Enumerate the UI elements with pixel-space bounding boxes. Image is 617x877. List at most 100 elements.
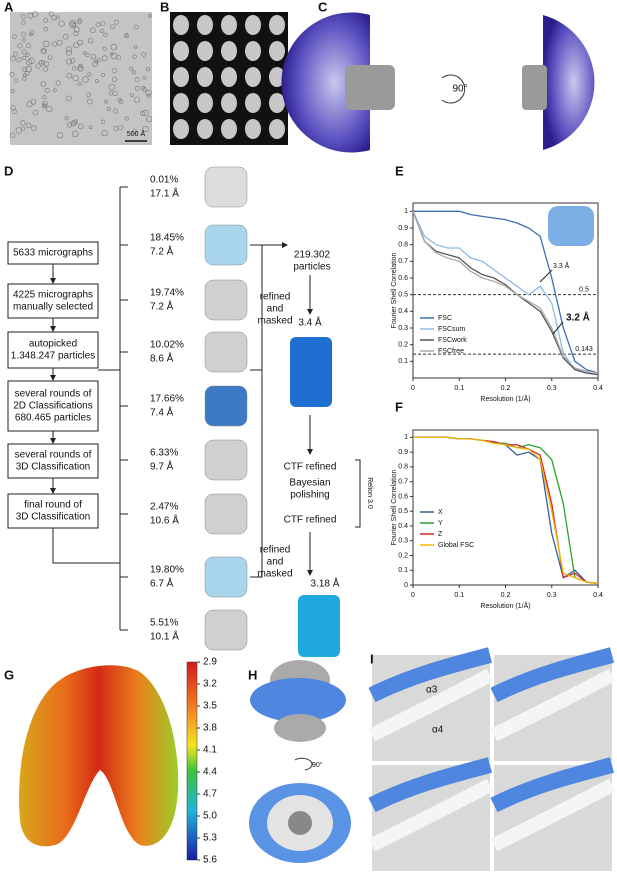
x-tick-label: 0.2: [501, 592, 511, 599]
y-tick-label: 0.6: [398, 493, 408, 500]
class-percent: 0.01%: [150, 175, 178, 186]
y-tick-label: 0.9: [398, 449, 408, 456]
legend-label: FSCwork: [438, 337, 467, 344]
particle: [41, 49, 46, 54]
y-tick-label: 0.4: [398, 308, 408, 315]
colorbar-label: 5.3: [203, 833, 217, 844]
step-text: several rounds of: [15, 450, 92, 461]
particle: [145, 89, 152, 96]
helix: [490, 757, 615, 813]
particle: [73, 26, 80, 33]
x-axis-title: Resolution (1/Å): [480, 601, 530, 610]
particle: [42, 100, 48, 107]
step-text: 4225 micrographs: [13, 290, 93, 301]
class-average: [245, 67, 261, 87]
particle: [69, 20, 77, 27]
legend-label: FSCsum: [438, 326, 465, 333]
y-tick-label: 0.4: [398, 523, 408, 530]
class-map: [204, 609, 248, 651]
arrow-head: [50, 278, 56, 284]
class-resolution: 7.2 Å: [150, 300, 174, 313]
y-tick-label: 0.9: [398, 225, 408, 232]
particle: [100, 119, 106, 124]
particle: [110, 51, 114, 56]
particle: [114, 19, 119, 25]
class-map: [204, 439, 248, 481]
helix: [368, 647, 493, 703]
particle: [99, 28, 105, 34]
x-tick-label: 0.1: [454, 592, 464, 599]
class-map: [204, 493, 248, 535]
particle: [21, 38, 26, 43]
particle: [88, 125, 93, 130]
particle: [133, 44, 138, 49]
class-percent: 2.47%: [150, 502, 178, 513]
particle: [142, 125, 149, 133]
colorbar-label: 5.0: [203, 811, 217, 822]
x-tick-label: 0.4: [593, 385, 603, 392]
colorbar: [186, 661, 198, 861]
arrow-head: [307, 449, 313, 455]
class-percent: 18.45%: [150, 233, 184, 244]
legend-label: X: [438, 509, 443, 516]
particle: [146, 93, 151, 98]
particle: [12, 51, 18, 57]
panel-label: C: [318, 0, 328, 14]
series-line: [413, 210, 599, 374]
particle: [28, 57, 35, 65]
class-average: [245, 119, 261, 139]
particle: [89, 27, 96, 34]
particle: [9, 71, 15, 77]
particle: [118, 124, 124, 131]
panel-label: H: [248, 667, 257, 682]
resolution: 3.4 Å: [298, 316, 322, 329]
y-tick-label: 1: [404, 434, 408, 441]
particle: [52, 88, 57, 93]
particle: [55, 15, 60, 20]
particle: [69, 21, 77, 29]
particle: [132, 129, 137, 134]
particle: [40, 81, 46, 87]
step-text: polishing: [290, 490, 329, 501]
particle: [47, 55, 53, 61]
particle: [130, 93, 134, 97]
y-tick-label: 0.5: [398, 292, 408, 299]
particle: [90, 54, 97, 60]
particle: [113, 108, 119, 114]
particle: [109, 24, 115, 30]
particle: [20, 126, 26, 132]
particle: [44, 61, 50, 67]
threshold-label: 0.5: [579, 287, 589, 294]
particle: [117, 97, 122, 103]
class-average: [221, 15, 237, 35]
particle: [25, 42, 31, 48]
legend-label: Z: [438, 531, 443, 538]
particle: [11, 109, 17, 114]
class-resolution: 10.6 Å: [150, 514, 179, 527]
y-axis-title: Fourier Shell Correlation: [391, 469, 398, 545]
particle: [44, 87, 50, 93]
particle: [40, 60, 45, 65]
class-percent: 5.51%: [150, 618, 178, 629]
particle: [102, 46, 107, 51]
particle: [132, 54, 137, 59]
step-text: 680.465 particles: [15, 413, 91, 424]
y-tick-label: 0.2: [398, 342, 408, 349]
particle: [43, 66, 49, 72]
particle: [12, 34, 17, 39]
class-percent: 17.66%: [150, 394, 184, 405]
particle: [65, 49, 72, 56]
class-average: [269, 67, 285, 87]
x-tick-label: 0.3: [547, 592, 557, 599]
legend-label: Y: [438, 520, 443, 527]
particle: [32, 11, 39, 18]
panel-label: G: [4, 667, 14, 682]
particle: [10, 105, 16, 111]
software: Relion 3.0: [366, 477, 373, 509]
particle: [87, 72, 92, 77]
particle: [66, 122, 73, 128]
class-average: [245, 41, 261, 61]
colorbar-label: 5.6: [203, 855, 217, 866]
particle: [21, 49, 27, 55]
y-tick-label: 0.7: [398, 479, 408, 486]
